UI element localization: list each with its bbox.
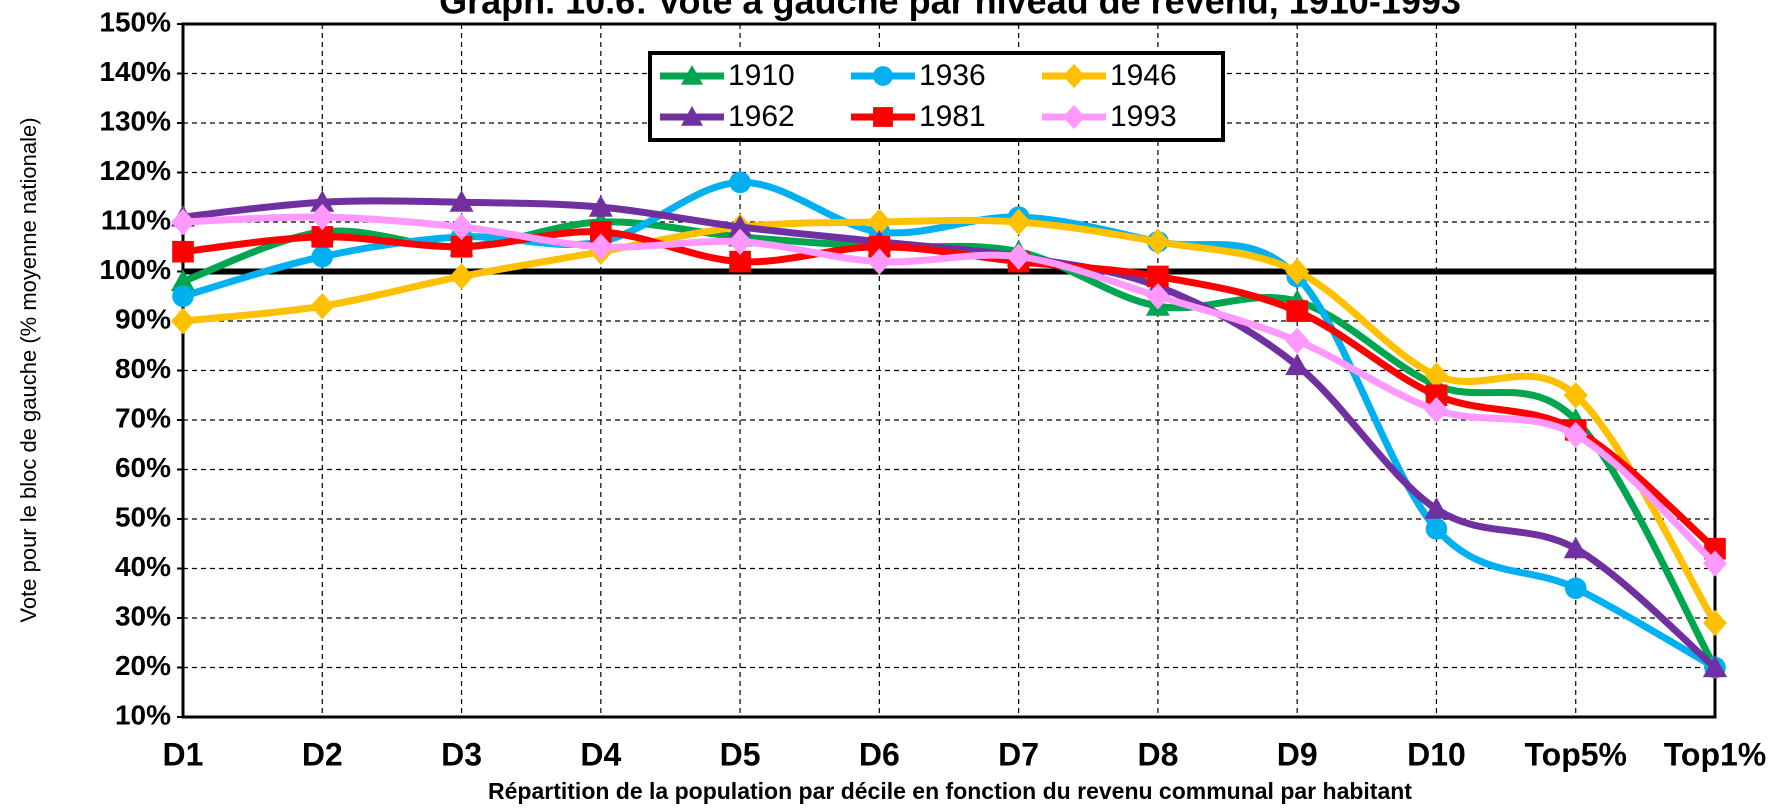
x-tick-label: Top5% [1524,736,1627,772]
y-axis-title: Vote pour le bloc de gauche (% moyenne n… [16,117,41,622]
y-tick-label: 130% [99,105,171,136]
x-tick-label: Top1% [1664,736,1767,772]
marker [1425,518,1448,540]
marker [681,65,703,85]
x-tick-label: D10 [1407,736,1466,772]
y-tick-label: 150% [99,6,171,37]
y-tick-label: 90% [115,303,171,334]
plot-border [181,22,1717,719]
x-tick-label: D1 [163,736,204,772]
marker [311,245,334,268]
marker [311,226,334,248]
marker [728,214,753,237]
marker [1147,265,1169,288]
marker [171,269,195,291]
legend-label: 1981 [919,100,986,133]
marker [729,250,751,273]
y-tick-label: 120% [99,155,171,186]
marker [310,292,335,320]
y-tick-label: 60% [115,452,171,483]
y-tick-label: 140% [99,56,171,87]
marker [1063,63,1085,89]
marker [449,213,474,241]
marker [1145,283,1170,310]
x-tick-label: D8 [1137,736,1178,772]
marker [310,203,335,231]
y-tick-label: 40% [115,551,171,582]
marker [588,195,613,217]
marker [172,240,194,263]
chart-title: Graph. 10.6: Vote à gauche par niveau de… [439,0,1461,22]
marker [1703,550,1727,577]
x-tick-label: D2 [302,736,343,772]
marker [171,208,195,236]
legend-label: 1936 [919,59,986,92]
marker [1563,421,1588,449]
legend-label: 1910 [728,59,795,92]
y-tick-label: 110% [101,204,171,235]
marker [1425,384,1448,407]
y-tick-label: 20% [115,650,171,681]
y-tick-label: 70% [115,402,171,433]
x-tick-label: D7 [998,736,1039,772]
legend: 1910 1936 1946 1962 1981 1993 [648,51,1225,142]
marker [1703,655,1727,678]
marker [1424,396,1449,424]
x-tick-label: D6 [859,736,900,772]
legend-label: 1993 [1110,100,1177,133]
marker [1063,104,1085,130]
marker [728,228,753,255]
marker [729,171,751,194]
marker [1564,577,1587,600]
marker [1563,536,1588,559]
marker [1285,258,1310,285]
marker [449,190,474,212]
marker [171,307,195,335]
y-tick-label: 80% [115,353,171,384]
marker [1006,208,1031,236]
y-tick-label: 100% [99,254,171,285]
marker [873,66,893,86]
marker [450,235,473,258]
marker [1424,497,1449,519]
x-tick-label: D5 [720,736,761,772]
marker [867,248,892,275]
marker [1285,327,1310,354]
marker [873,107,893,127]
legend-box [648,51,1225,142]
x-tick-label: D3 [441,736,482,772]
y-tick-label: 30% [115,600,171,631]
marker [310,190,335,212]
marker [868,235,891,258]
marker [1285,353,1310,376]
y-tick-label: 50% [115,501,171,532]
marker [1424,362,1449,389]
marker [172,285,194,308]
marker [867,208,892,236]
legend-label: 1946 [1110,59,1177,92]
marker [1006,243,1031,270]
y-tick-label: 10% [115,699,171,730]
marker [681,106,703,126]
x-tick-label: D9 [1277,736,1318,772]
legend-label: 1962 [728,100,795,133]
marker [1286,300,1308,322]
marker [588,233,613,260]
marker [590,221,612,243]
marker [1703,609,1727,637]
x-tick-label: D4 [580,736,621,772]
marker [1145,228,1170,255]
x-axis-title: Répartition de la population par décile … [488,778,1412,804]
marker [1563,382,1588,409]
marker [449,263,474,290]
